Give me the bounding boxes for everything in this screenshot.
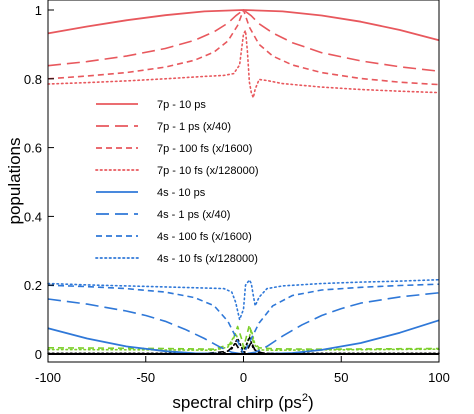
x-tick-label: 50 [334,370,348,385]
y-tick-label: 0.6 [24,141,42,156]
series-line-5 [47,292,440,355]
series-line-unlabeled-3 [48,341,439,355]
legend-label: 4s - 100 fs (x/1600) [157,231,252,243]
x-axis-title: spectral chirp (ps2) [172,392,313,412]
series-line-unlabeled-0 [47,323,440,351]
x-tick-label: 100 [428,370,450,385]
legend-label: 4s - 10 ps [157,187,206,199]
y-tick-label: 0.4 [24,209,42,224]
y-tick-label: 0.2 [24,278,42,293]
series-line-1 [47,9,440,72]
x-axis-title-main: spectral chirp (ps [172,393,301,412]
series-line-3 [47,29,440,99]
y-tick-label: 0.8 [24,72,42,87]
legend-label: 7p - 1 ps (x/40) [157,121,231,133]
legend-label: 7p - 100 fs (x/1600) [157,143,252,155]
legend-label: 7p - 10 fs (x/128000) [157,165,259,177]
axes: -100 -50 0 50 100 0 0.2 0.4 0.6 0.8 1 [24,3,450,385]
x-axis-title-sup: 2 [302,392,308,404]
x-tick-label: -50 [136,370,155,385]
series-line-2 [47,9,440,86]
series-layer [47,9,440,355]
y-axis-title: populations [5,138,24,225]
x-tick-label: 0 [240,370,247,385]
legend: 7p - 10 ps 7p - 1 ps (x/40) 7p - 100 fs (x… [95,99,259,265]
series-line-7 [47,278,440,321]
y-tick-label: 1 [35,3,42,18]
x-axis-title-close: ) [308,393,314,412]
legend-label: 4s - 1 ps (x/40) [157,209,230,221]
series-line-unlabeled-2 [47,335,440,355]
y-tick-label: 0 [35,347,42,362]
legend-label: 4s - 10 fs (x/128000) [157,253,258,265]
legend-label: 7p - 10 ps [157,99,206,111]
x-tick-label: -100 [35,370,61,385]
